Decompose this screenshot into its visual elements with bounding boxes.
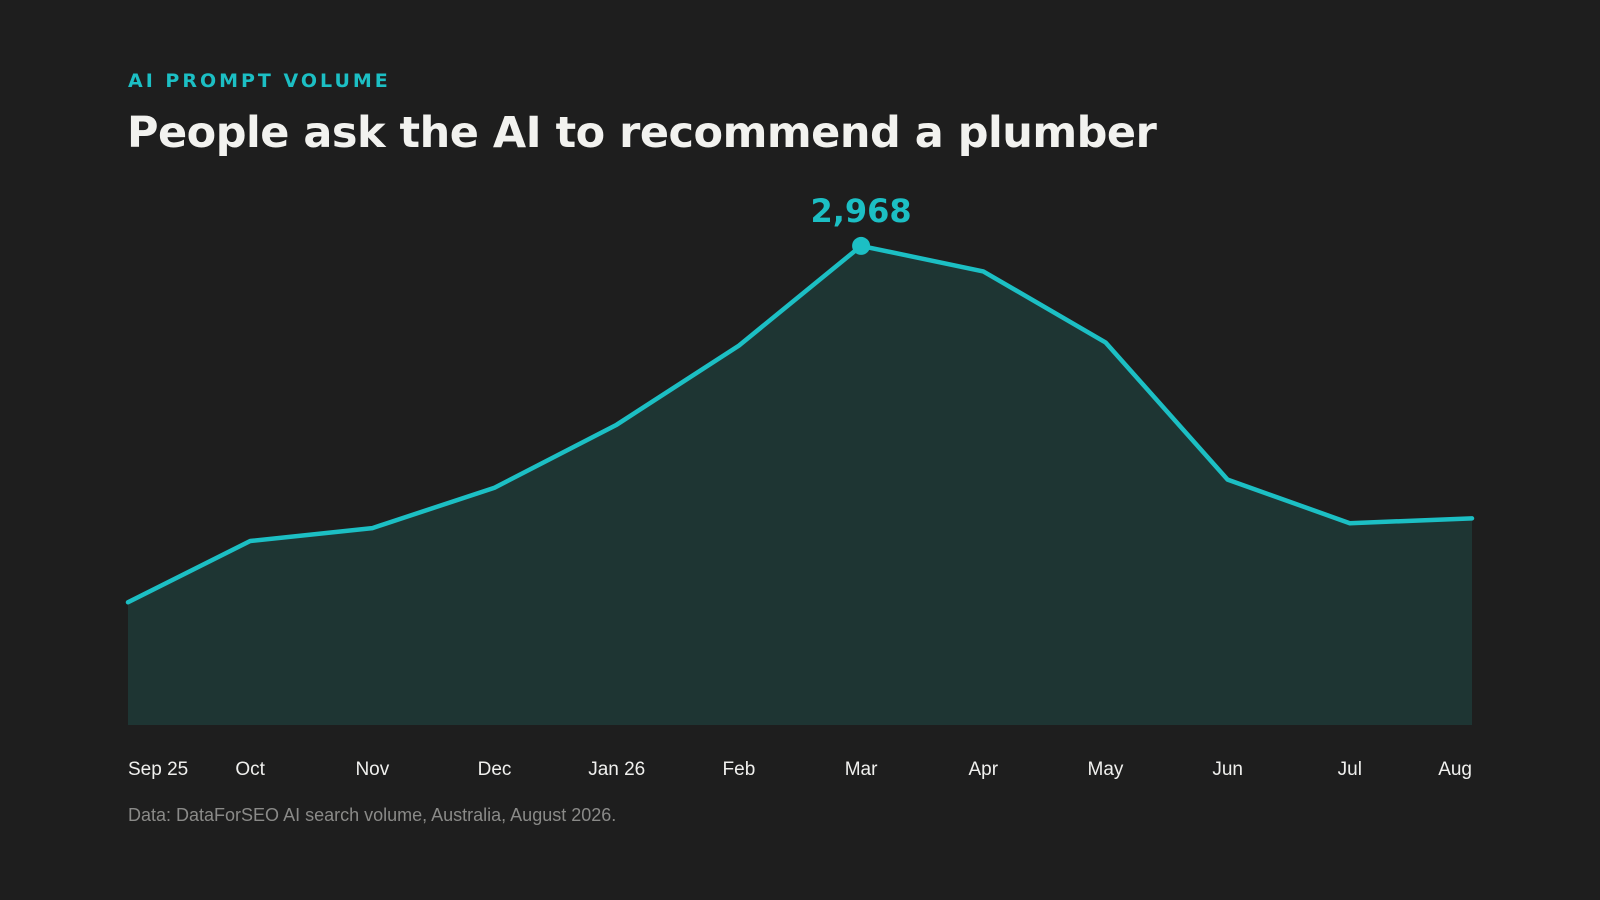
x-tick-label: Jun — [1212, 759, 1243, 780]
x-tick-label: Nov — [355, 759, 389, 780]
area-fill — [128, 245, 1472, 725]
x-tick-label: Feb — [723, 759, 756, 780]
data-source-note: Data: DataForSEO AI search volume, Austr… — [128, 805, 617, 825]
x-tick-label: May — [1088, 759, 1124, 780]
x-tick-label: Apr — [968, 759, 998, 780]
x-tick-label: Sep 25 — [128, 759, 188, 780]
chart-title: People ask the AI to recommend a plumber — [127, 108, 1157, 158]
x-tick-label: Jul — [1338, 759, 1362, 780]
series-line — [125, 243, 1475, 605]
x-tick-label: Jan 26 — [588, 759, 645, 780]
peak-point — [852, 236, 871, 255]
x-tick-label: Oct — [235, 759, 265, 780]
x-tick-label: Mar — [845, 759, 878, 780]
x-tick-label: Dec — [478, 759, 512, 780]
x-tick-label: Aug — [1438, 759, 1472, 780]
peak-value-label: 2,968 — [810, 192, 911, 230]
chart-eyebrow: AI PROMPT VOLUME — [128, 70, 391, 92]
